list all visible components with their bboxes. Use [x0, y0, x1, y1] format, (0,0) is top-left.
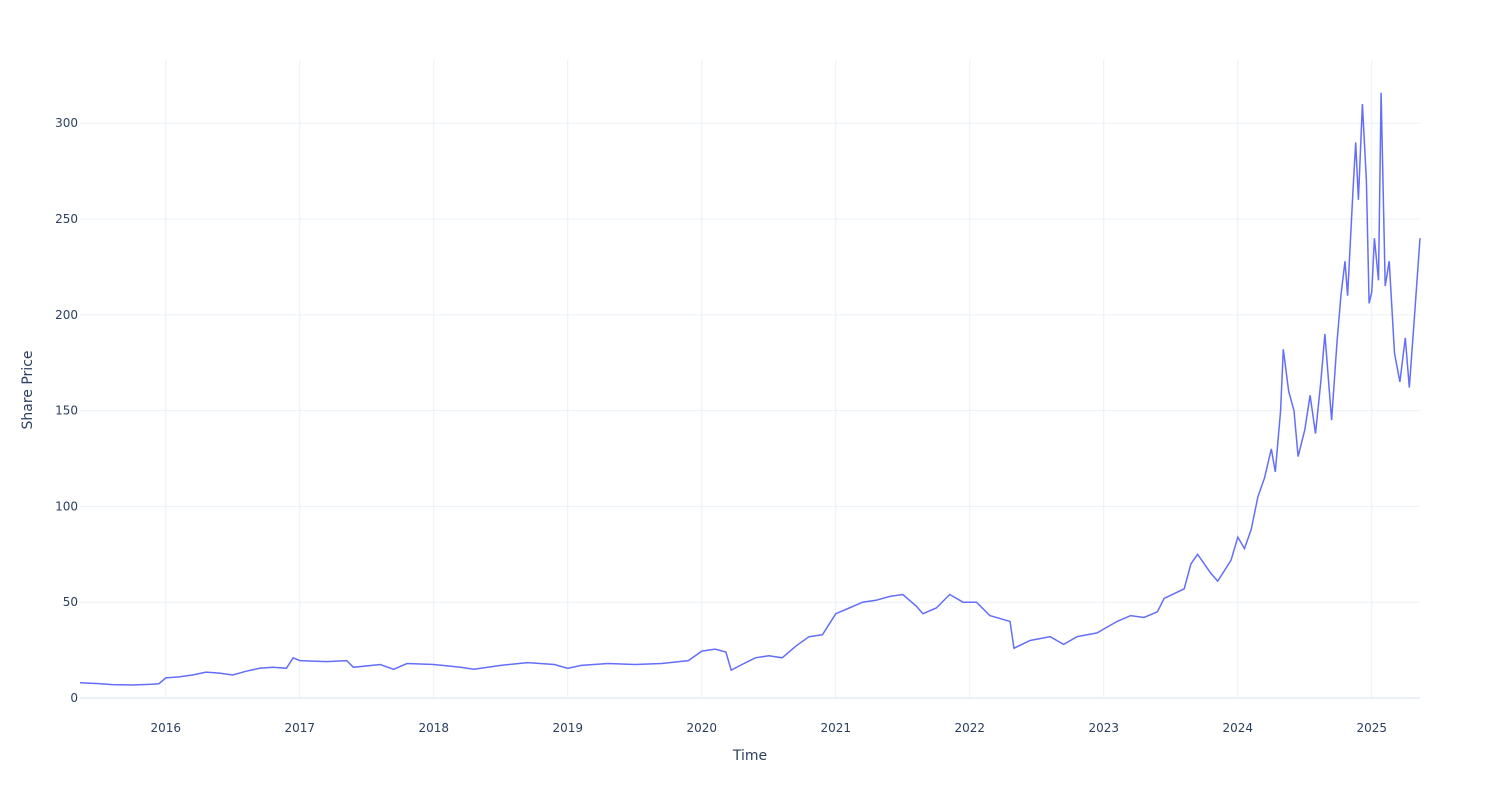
x-tick-label: 2016 [150, 721, 181, 735]
y-tick-label: 50 [63, 595, 78, 609]
y-axis-title: Share Price [20, 350, 36, 429]
y-tick-label: 250 [55, 212, 78, 226]
x-tick-label: 2022 [954, 721, 985, 735]
y-tick-label: 150 [55, 404, 78, 418]
x-tick-label: 2017 [284, 721, 315, 735]
x-tick-label: 2023 [1088, 721, 1119, 735]
y-tick-label: 0 [70, 691, 78, 705]
x-tick-label: 2024 [1222, 721, 1253, 735]
y-tick-label: 300 [55, 116, 78, 130]
x-tick-label: 2021 [820, 721, 851, 735]
x-tick-label: 2018 [418, 721, 449, 735]
x-tick-label: 2025 [1356, 721, 1387, 735]
price-line [79, 92, 1421, 686]
y-tick-label: 100 [55, 499, 78, 513]
x-tick-label: 2020 [686, 721, 717, 735]
x-tick-label: 2019 [552, 721, 583, 735]
x-axis-title: Time [732, 748, 767, 764]
y-tick-label: 200 [55, 308, 78, 322]
